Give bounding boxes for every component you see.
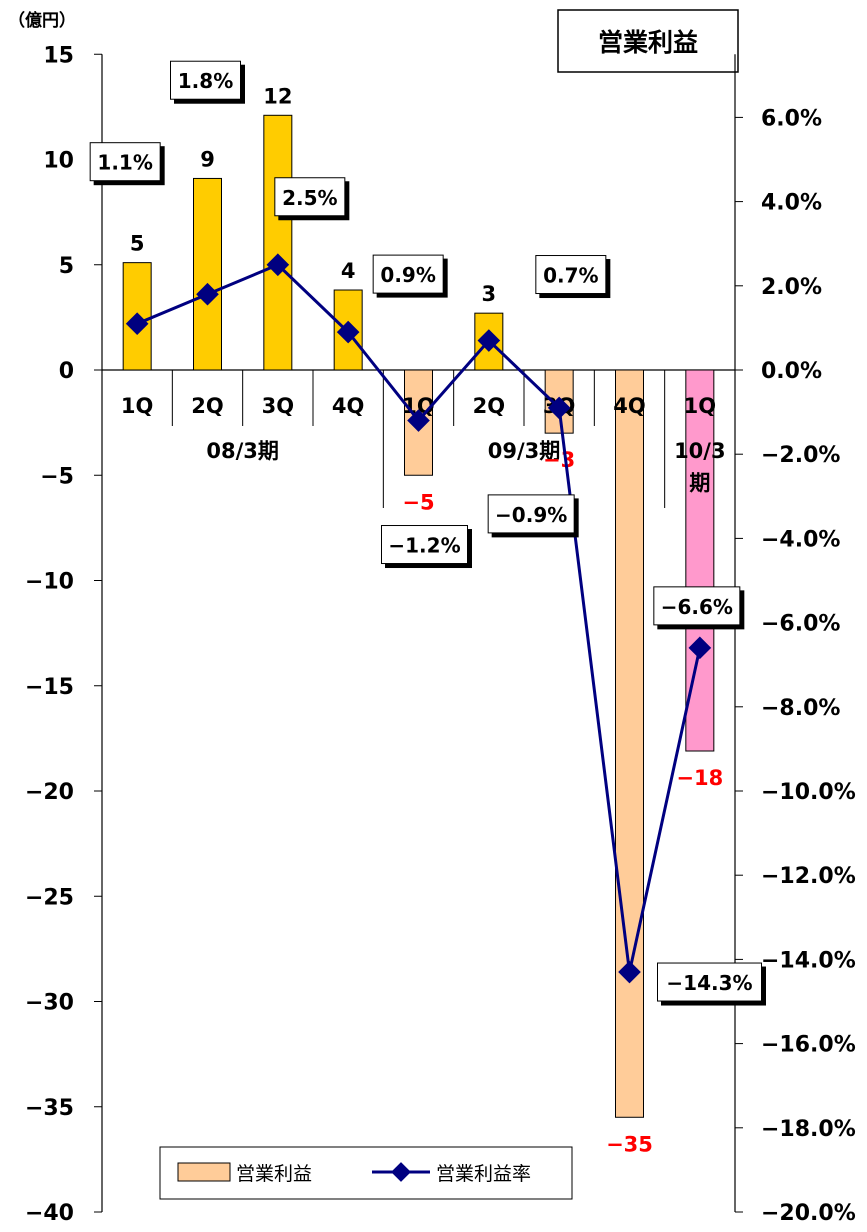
- margin-label-frame: [535, 255, 607, 295]
- left-tick-label: −5: [40, 464, 74, 489]
- margin-label: 1.8%: [178, 69, 233, 93]
- legend-line-label: 営業利益率: [436, 1163, 531, 1185]
- group-label: 09/3期: [488, 439, 561, 463]
- right-tick-label: −14.0%: [761, 948, 856, 973]
- category-label: 4Q: [613, 394, 645, 418]
- title-box: 営業利益: [557, 9, 739, 73]
- margin-label: 1.1%: [97, 151, 152, 175]
- bar-value-label: 4: [341, 259, 356, 283]
- margin-marker: [477, 329, 501, 352]
- left-tick-label: −15: [25, 675, 74, 700]
- margin-label-box: −0.9%: [487, 494, 575, 534]
- margin-label-frame: [89, 142, 161, 182]
- unit-label: （億円）: [8, 10, 76, 31]
- legend-line-marker: [391, 1162, 411, 1182]
- category-label: 1Q: [684, 394, 716, 418]
- margin-label: −1.2%: [388, 534, 460, 558]
- right-tick-label: 4.0%: [761, 191, 822, 216]
- margin-label-box: 2.5%: [274, 177, 346, 217]
- right-tick-label: 2.0%: [761, 275, 822, 300]
- left-tick-label: 15: [43, 43, 74, 68]
- margin-label: 0.9%: [380, 263, 435, 287]
- margin-label-frame: [657, 962, 762, 1002]
- right-tick-label: −16.0%: [761, 1033, 856, 1058]
- margin-label-box: 1.8%: [170, 60, 241, 100]
- margin-label: −6.6%: [661, 595, 733, 619]
- margin-label-box: −6.6%: [653, 586, 741, 626]
- right-tick-label: −20.0%: [761, 1201, 856, 1226]
- category-label: 4Q: [332, 394, 364, 418]
- right-tick-label: −4.0%: [761, 527, 840, 552]
- margin-label: −0.9%: [495, 503, 567, 527]
- legend-bar-label: 営業利益: [236, 1163, 312, 1185]
- margin-label-frame: [487, 494, 575, 534]
- margin-label-box: −14.3%: [657, 962, 762, 1002]
- bar-value-label: −18: [676, 766, 723, 790]
- category-label: 1Q: [121, 394, 153, 418]
- bar-value-label: −5: [402, 490, 434, 514]
- bar-value-label: −35: [606, 1132, 653, 1156]
- bar-value-label: 3: [482, 282, 497, 306]
- bar-value-label: 9: [200, 147, 215, 171]
- margin-label-frame: [372, 254, 444, 294]
- left-tick-label: 10: [43, 149, 74, 174]
- margin-label-box: 0.9%: [372, 254, 444, 294]
- left-tick-label: −20: [25, 780, 74, 805]
- margin-label-box: −1.2%: [381, 525, 468, 565]
- margin-marker: [407, 409, 430, 432]
- bar: [615, 369, 644, 1118]
- left-tick-label: −10: [25, 570, 74, 595]
- margin-marker: [547, 396, 571, 420]
- right-tick-label: −10.0%: [761, 780, 856, 805]
- margin-marker: [618, 960, 641, 984]
- group-label: 10/3 期: [674, 439, 726, 495]
- right-tick-label: 0.0%: [761, 359, 822, 384]
- legend: 営業利益 営業利益率: [159, 1146, 573, 1200]
- margin-label-box: 0.7%: [535, 255, 607, 295]
- margin-label-frame: [381, 525, 468, 565]
- bars: [122, 114, 715, 1118]
- category-label: 2Q: [191, 394, 223, 418]
- margin-label: −14.3%: [666, 971, 752, 995]
- bar-value-label: −3: [543, 448, 575, 472]
- left-tick-label: −25: [25, 885, 74, 910]
- axes: 151050−5−10−15−20−25−30−35−406.0%4.0%2.0…: [25, 43, 856, 1226]
- margin-labels: 1.1% 1.8% 2.5% 0.9% −1.2% 0.7% −0.9% −14.3% −6.6…: [89, 60, 762, 1002]
- margin-marker: [266, 253, 290, 277]
- margin-label-box: 1.1%: [89, 142, 161, 182]
- bar-value-label: 5: [130, 232, 145, 256]
- left-tick-label: 5: [59, 254, 74, 279]
- margin-label: 2.5%: [282, 186, 337, 210]
- margin-label-frame: [170, 60, 241, 100]
- category-label: 3Q: [262, 394, 294, 418]
- margin-label-frame: [274, 177, 346, 217]
- right-tick-label: −8.0%: [761, 696, 840, 721]
- margin-label-frame: [653, 586, 741, 626]
- group-label: 08/3期: [206, 439, 279, 463]
- legend-bar-swatch: [177, 1162, 231, 1182]
- bar-value-labels: 5 9 12 4 −5 3 −3 −35 −18: [130, 84, 723, 1156]
- margin-marker: [336, 320, 360, 344]
- right-tick-label: −18.0%: [761, 1117, 856, 1142]
- left-tick-label: −35: [25, 1096, 74, 1121]
- right-tick-label: −12.0%: [761, 864, 856, 889]
- left-tick-label: −30: [25, 991, 74, 1016]
- bar: [263, 114, 293, 371]
- chart-title: 営業利益: [598, 28, 698, 57]
- left-tick-label: 0: [59, 359, 74, 384]
- right-tick-label: 6.0%: [761, 106, 822, 131]
- right-tick-label: −2.0%: [761, 443, 840, 468]
- margin-marker: [688, 636, 712, 660]
- margin-label: 0.7%: [543, 264, 598, 288]
- category-label: 2Q: [473, 394, 505, 418]
- bar: [193, 177, 222, 371]
- right-tick-label: −6.0%: [761, 612, 840, 637]
- left-tick-label: −40: [25, 1201, 74, 1226]
- bar-value-label: 12: [263, 84, 292, 108]
